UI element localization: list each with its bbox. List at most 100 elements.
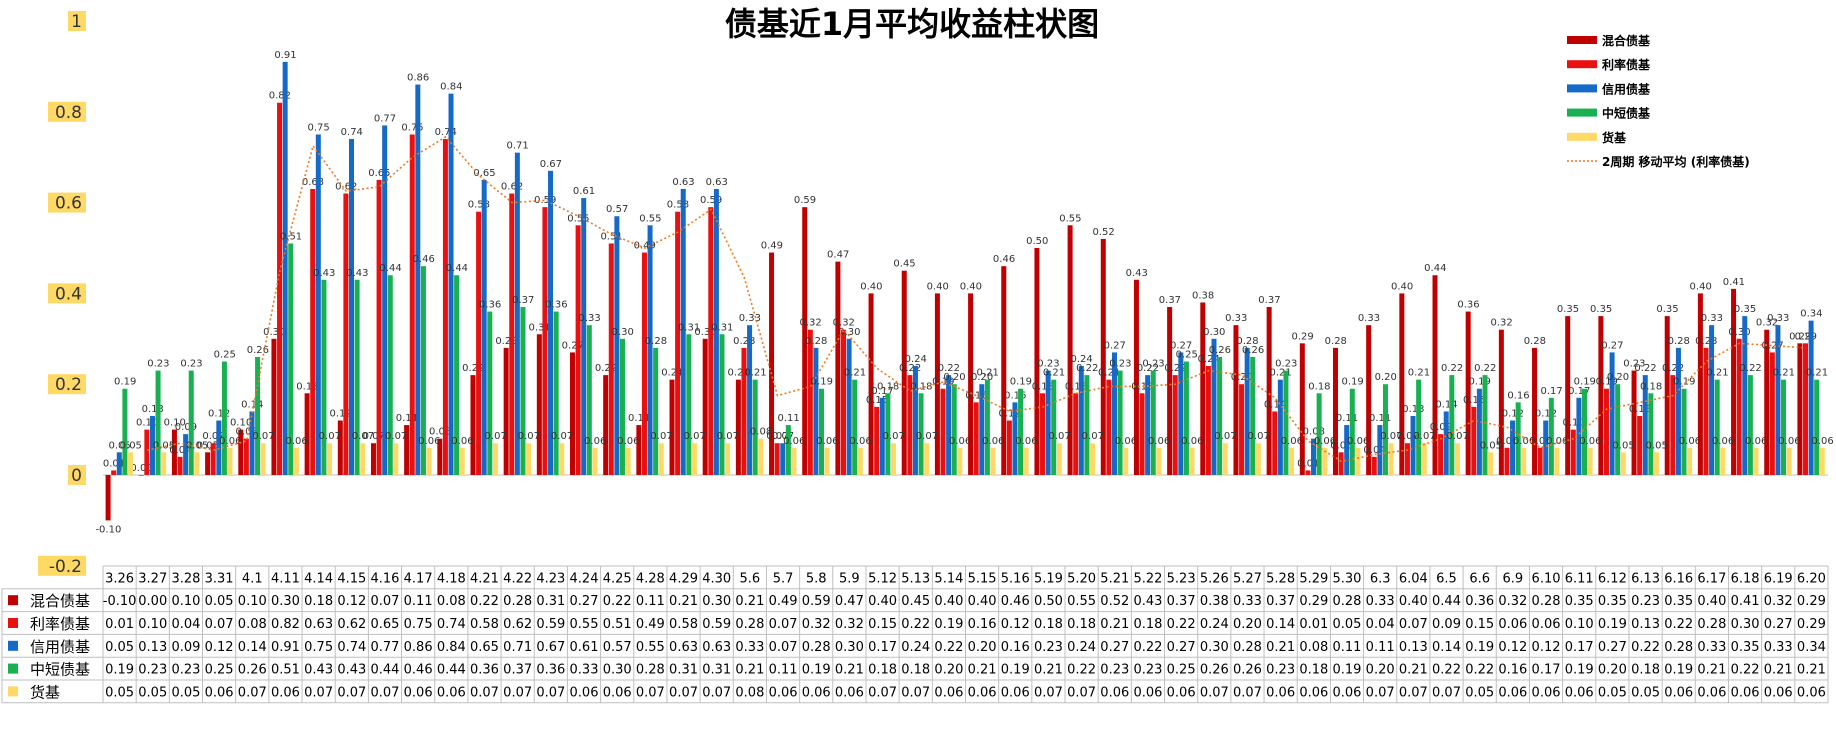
bar	[1189, 447, 1195, 475]
data-label: 0.07	[684, 431, 706, 442]
data-label: 0.34	[1800, 309, 1822, 320]
data-label: 0.41	[1723, 277, 1745, 288]
data-label: 0.19	[1341, 377, 1363, 388]
data-label: 0.37	[1159, 295, 1181, 306]
bar	[1145, 375, 1151, 475]
data-label: 0.17	[1568, 386, 1590, 397]
table-cell: 0.18	[901, 663, 930, 678]
bar	[503, 347, 509, 475]
bar	[1250, 356, 1256, 475]
data-label: 0.06	[1347, 436, 1369, 447]
data-label: 0.25	[1176, 350, 1198, 361]
bar	[1648, 393, 1654, 475]
bar	[1576, 397, 1582, 475]
bar	[249, 411, 255, 475]
x-tick-label: 6.6	[1469, 571, 1490, 586]
table-cell: 0.05	[205, 594, 234, 609]
bar	[293, 447, 299, 475]
data-label: 0.27	[562, 340, 584, 351]
data-label: 0.63	[706, 177, 728, 188]
bar	[686, 334, 692, 475]
table-cell: 0.07	[304, 685, 333, 700]
data-label: 0.21	[744, 368, 766, 379]
bar	[1051, 379, 1057, 475]
data-label: 0.40	[860, 281, 882, 292]
table-cell: 0.06	[802, 685, 831, 700]
data-label: 0.22	[595, 363, 617, 374]
x-tick-label: 6.12	[1598, 571, 1627, 586]
data-label: 0.06	[451, 436, 473, 447]
table-cell: 0.28	[1532, 594, 1561, 609]
bar	[1769, 352, 1775, 475]
bar	[1311, 438, 1317, 475]
data-label: 0.36	[1457, 300, 1479, 311]
x-tick-label: 5.14	[934, 571, 963, 586]
data-label: 0.52	[1092, 227, 1114, 238]
table-cell: 0.18	[1299, 663, 1328, 678]
bar	[321, 279, 327, 475]
data-label: 0.27	[1762, 340, 1784, 351]
data-label: 0.13	[142, 404, 164, 415]
bar	[592, 447, 598, 475]
data-label: 0.11	[396, 413, 418, 424]
data-label: 0.47	[827, 250, 849, 261]
table-cell: 0.29	[1299, 594, 1328, 609]
table-cell: 0.40	[934, 594, 963, 609]
table-cell: 0.59	[802, 594, 831, 609]
y-tick-highlight	[48, 192, 86, 213]
data-label: 0.55	[1059, 213, 1081, 224]
bar	[1714, 379, 1720, 475]
bar	[1488, 452, 1494, 475]
x-tick-label: 5.9	[839, 571, 860, 586]
bar	[1012, 402, 1018, 475]
bar	[520, 307, 526, 475]
table-cell: 0.45	[901, 594, 930, 609]
legend-swatch	[1567, 60, 1597, 69]
bar	[1006, 420, 1012, 475]
data-label: 0.07	[916, 431, 938, 442]
table-cell: 0.07	[868, 685, 897, 700]
bar	[1156, 447, 1162, 475]
table-cell: 0.12	[1001, 617, 1030, 632]
legend-label: 信用债基	[1602, 81, 1651, 96]
bar	[1322, 447, 1328, 475]
table-cell: 0.16	[968, 617, 997, 632]
table-cell: 0.11	[404, 594, 433, 609]
bar	[735, 379, 741, 475]
table-cell: 0.31	[669, 663, 698, 678]
bar	[183, 434, 189, 475]
table-cell: 0.06	[570, 685, 599, 700]
table-cell: 0.06	[1167, 685, 1196, 700]
bar	[879, 397, 885, 475]
bar	[1570, 429, 1576, 475]
data-label: 0.07	[1248, 431, 1270, 442]
data-label: 0.63	[302, 177, 324, 188]
data-label: 0.46	[993, 254, 1015, 265]
table-cell: 0.18	[304, 594, 333, 609]
x-tick-label: 5.6	[740, 571, 761, 586]
bar	[370, 443, 376, 475]
table-cell: 0.36	[1465, 594, 1494, 609]
data-label: 0.43	[1126, 268, 1148, 279]
bar	[614, 216, 620, 475]
bar	[404, 425, 410, 475]
bar	[1299, 343, 1305, 475]
bar	[288, 243, 294, 475]
table-cell: 0.62	[503, 617, 532, 632]
y-tick-label: -0.2	[49, 557, 82, 577]
data-label: 0.19	[1469, 377, 1491, 388]
bar	[769, 252, 775, 475]
table-cell: 0.04	[1366, 617, 1395, 632]
bar	[691, 443, 697, 475]
table-cell: 0.28	[503, 594, 532, 609]
bar	[177, 456, 183, 475]
x-tick-label: 5.7	[773, 571, 794, 586]
table-cell: 0.40	[868, 594, 897, 609]
table-cell: 0.23	[1100, 663, 1129, 678]
bar	[907, 375, 913, 475]
data-label: 0.21	[1773, 368, 1795, 379]
data-label: 0.06	[1115, 436, 1137, 447]
bar	[1504, 447, 1510, 475]
bar	[968, 293, 974, 475]
table-cell: 0.06	[769, 685, 798, 700]
